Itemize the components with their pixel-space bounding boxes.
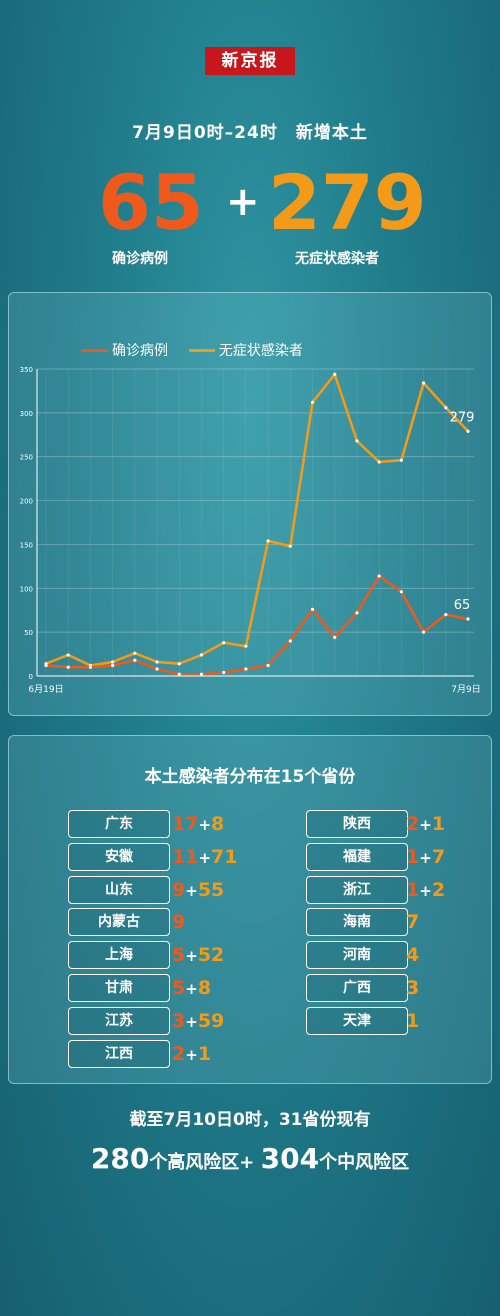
province-name: 江苏 xyxy=(68,1006,170,1035)
province-counts: 2+1 xyxy=(172,1040,211,1069)
headline: 7月9日0时–24时 新增本土 xyxy=(132,123,368,143)
province-counts: 3 xyxy=(406,974,419,1002)
confirmed-value: 9 xyxy=(172,878,186,901)
legend-asymptomatic-swatch xyxy=(188,348,215,352)
confirmed-value: 9 xyxy=(172,911,186,934)
province-counts: 1+7 xyxy=(406,843,445,872)
province-counts: 17+8 xyxy=(172,810,224,839)
province-name: 福建 xyxy=(306,842,408,871)
asymptomatic-value: 1 xyxy=(431,813,446,835)
province-name: 甘肃 xyxy=(68,974,170,1002)
province-counts: 9+55 xyxy=(172,876,224,905)
asymptomatic-value: 52 xyxy=(197,944,225,967)
plus-sign: + xyxy=(185,1045,198,1064)
confirmed-value: 3 xyxy=(172,1009,186,1032)
legend-asymptomatic-label: 无症状感染者 xyxy=(218,343,303,359)
confirmed-value: 11 xyxy=(172,845,199,868)
province-name: 天津 xyxy=(306,1006,408,1035)
province-counts: 9 xyxy=(172,908,185,936)
legend-confirmed-swatch xyxy=(82,348,108,352)
asymptomatic-value: 3 xyxy=(406,977,420,999)
plus-sign: + xyxy=(185,980,198,998)
plus-sign: + xyxy=(419,848,432,867)
plus-sign: + xyxy=(419,816,432,834)
mid-risk-text: 个中风险区 xyxy=(319,1152,410,1173)
asymptomatic-label: 无症状感染者 xyxy=(295,251,379,267)
high-risk-count: 280 xyxy=(90,1142,150,1175)
province-name: 浙江 xyxy=(306,875,408,904)
asymptomatic-value: 1 xyxy=(197,1042,212,1065)
confirmed-value: 5 xyxy=(172,944,186,967)
footer-line1: 截至7月10日0时，31省份现有 xyxy=(129,1110,371,1130)
chart-legend: 确诊病例 无症状感染者 xyxy=(82,340,303,360)
province-name: 陕西 xyxy=(306,810,408,838)
province-name: 安徽 xyxy=(68,842,170,871)
distribution-title: 本土感染者分布在15个省份 xyxy=(144,767,356,787)
province-counts: 3+59 xyxy=(172,1007,224,1036)
asymptomatic-count: 279 xyxy=(268,158,427,247)
asymptomatic-value: 59 xyxy=(197,1009,225,1032)
asymptomatic-value: 8 xyxy=(211,813,225,835)
confirmed-value: 1 xyxy=(406,845,420,868)
asymptomatic-value: 2 xyxy=(431,878,446,901)
province-name: 海南 xyxy=(306,908,408,937)
xinjingbao-logo: 新京报 xyxy=(205,47,295,75)
plus-sign: + xyxy=(185,1012,198,1031)
province-counts: 1+2 xyxy=(406,876,445,905)
confirmed-label: 确诊病例 xyxy=(112,251,168,267)
asymptomatic-value: 8 xyxy=(197,977,212,999)
province-name: 广东 xyxy=(68,810,170,838)
asymptomatic-value: 71 xyxy=(211,845,238,868)
plus-sign: + xyxy=(198,848,212,867)
plus-sign: + xyxy=(185,947,198,966)
confirmed-value: 1 xyxy=(406,878,420,901)
confirmed-count: 65 xyxy=(98,158,204,247)
province-name: 河南 xyxy=(306,941,408,970)
confirmed-value: 17 xyxy=(172,813,199,835)
province-counts: 7 xyxy=(406,908,419,936)
footer-risk-areas: 280个高风险区+ 304个中风险区 xyxy=(0,1142,500,1175)
province-name: 山东 xyxy=(68,875,170,904)
asymptomatic-value: 7 xyxy=(431,845,446,868)
plus-sign: + xyxy=(198,816,212,834)
asymptomatic-value: 1 xyxy=(406,1009,420,1032)
legend-confirmed-label: 确诊病例 xyxy=(112,343,168,359)
province-counts: 5+8 xyxy=(172,974,211,1003)
confirmed-value: 2 xyxy=(172,1042,186,1065)
high-risk-text: 个高风险区+ xyxy=(149,1152,261,1173)
province-counts: 1 xyxy=(406,1007,419,1035)
mid-risk-count: 304 xyxy=(260,1142,320,1175)
distribution-panel xyxy=(8,735,492,1084)
plus-sign: + xyxy=(226,179,260,225)
province-name: 上海 xyxy=(68,941,170,970)
province-name: 广西 xyxy=(306,974,408,1002)
province-counts: 4 xyxy=(406,941,419,969)
confirmed-value: 5 xyxy=(172,977,186,999)
province-counts: 5+52 xyxy=(172,941,224,970)
asymptomatic-value: 4 xyxy=(406,944,420,967)
province-counts: 11+71 xyxy=(172,843,237,872)
province-name: 内蒙古 xyxy=(68,908,170,937)
plus-sign: + xyxy=(419,881,432,900)
confirmed-value: 2 xyxy=(406,813,420,835)
province-counts: 2+1 xyxy=(406,810,445,839)
province-name: 江西 xyxy=(68,1039,170,1068)
asymptomatic-value: 7 xyxy=(406,911,420,934)
plus-sign: + xyxy=(185,881,198,900)
asymptomatic-value: 55 xyxy=(197,878,225,901)
